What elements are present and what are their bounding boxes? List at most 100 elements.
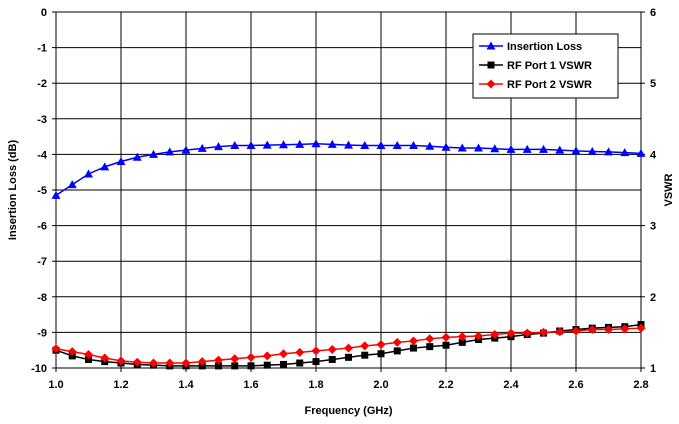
- data-point-rf-port-1-vswr: [377, 350, 385, 358]
- y-tick-label: -7: [37, 256, 47, 268]
- x-tick-label: 2.8: [633, 379, 648, 391]
- y-tick-label: -6: [37, 221, 47, 233]
- y2-tick-label: 5: [650, 78, 656, 90]
- data-point-rf-port-1-vswr: [312, 358, 320, 366]
- data-point-rf-port-2-vswr: [441, 332, 451, 342]
- data-point-insertion-loss: [311, 139, 321, 148]
- legend-label: RF Port 1 VSWR: [507, 60, 592, 72]
- data-point-rf-port-2-vswr: [197, 357, 207, 367]
- data-point-insertion-loss: [295, 139, 305, 148]
- data-point-rf-port-2-vswr: [67, 347, 77, 357]
- data-point-rf-port-2-vswr: [555, 327, 565, 337]
- data-point-insertion-loss: [84, 169, 93, 178]
- data-point-rf-port-2-vswr: [409, 336, 418, 346]
- legend-item: Insertion Loss: [479, 41, 582, 53]
- data-point-rf-port-1-vswr: [442, 341, 450, 349]
- legend: Insertion Loss RF Port 1 VSWR RF Port 2 VS…: [472, 33, 619, 99]
- legend-label: RF Port 2 VSWR: [507, 79, 592, 91]
- y-tick-label: -10: [31, 363, 47, 375]
- data-point-rf-port-1-vswr: [231, 362, 239, 370]
- data-point-rf-port-2-vswr: [311, 346, 321, 356]
- data-point-rf-port-1-vswr: [85, 355, 92, 363]
- data-point-rf-port-2-vswr: [620, 324, 630, 334]
- series-layer: [51, 139, 646, 370]
- data-point-insertion-loss: [197, 143, 207, 152]
- x-axis-title: Frequency (GHz): [304, 405, 392, 417]
- y2-tick-label: 4: [650, 149, 657, 161]
- data-point-rf-port-1-vswr: [361, 351, 369, 359]
- data-point-insertion-loss: [214, 142, 223, 151]
- data-point-rf-port-2-vswr: [262, 351, 272, 361]
- data-point-insertion-loss: [230, 141, 240, 149]
- data-point-insertion-loss: [67, 180, 77, 189]
- data-point-rf-port-2-vswr: [539, 327, 548, 337]
- x-tick-label: 2.6: [568, 379, 583, 391]
- data-point-rf-port-2-vswr: [376, 340, 386, 350]
- data-point-insertion-loss: [409, 141, 418, 149]
- series-rf-port-2-vswr: [51, 323, 646, 368]
- data-point-rf-port-2-vswr: [474, 331, 483, 341]
- data-point-insertion-loss: [51, 190, 61, 199]
- data-point-rf-port-2-vswr: [587, 325, 597, 335]
- y-tick-label: -9: [37, 327, 47, 339]
- data-point-rf-port-2-vswr: [522, 328, 532, 338]
- data-point-rf-port-1-vswr: [426, 343, 434, 351]
- x-tick-labels: 1.0 1.2 1.4 1.6 1.8 2.0 2.2 2.4 2.6 2.8: [48, 379, 648, 391]
- data-point-insertion-loss: [116, 157, 126, 166]
- data-point-rf-port-1-vswr: [263, 361, 271, 369]
- data-point-rf-port-2-vswr: [165, 358, 175, 368]
- data-point-rf-port-1-vswr: [393, 347, 401, 355]
- legend-item: RF Port 2 VSWR: [479, 79, 592, 91]
- data-point-rf-port-2-vswr: [490, 330, 500, 340]
- data-point-insertion-loss: [620, 148, 630, 157]
- y2-tick-label: 2: [650, 292, 656, 304]
- x-tick-label: 1.4: [178, 379, 194, 391]
- y-tick-label: -5: [37, 185, 47, 197]
- data-point-rf-port-1-vswr: [345, 353, 352, 361]
- data-point-rf-port-1-vswr: [280, 360, 287, 368]
- y2-tick-labels: 6 5 4 3 2 1: [650, 7, 657, 375]
- y-tick-label: -8: [37, 292, 47, 304]
- series-line-insertion-loss: [55, 142, 642, 196]
- data-point-rf-port-2-vswr: [181, 358, 191, 368]
- data-point-insertion-loss: [344, 140, 353, 149]
- data-point-rf-port-1-vswr: [328, 355, 336, 363]
- data-point-rf-port-2-vswr: [344, 343, 353, 353]
- data-point-insertion-loss: [539, 144, 548, 153]
- data-point-insertion-loss: [279, 140, 288, 149]
- data-point-rf-port-2-vswr: [214, 355, 223, 365]
- data-point-rf-port-2-vswr: [230, 354, 240, 364]
- y-tick-label: 0: [41, 7, 47, 19]
- data-point-rf-port-2-vswr: [100, 353, 110, 363]
- series-insertion-loss: [51, 139, 646, 199]
- grid-lines: [56, 12, 641, 368]
- y2-tick-label: 3: [650, 221, 656, 233]
- data-point-rf-port-1-vswr: [247, 362, 255, 370]
- x-tick-label: 2.4: [503, 379, 519, 391]
- tick-marks: [52, 11, 645, 372]
- data-point-insertion-loss: [246, 141, 256, 149]
- data-point-insertion-loss: [181, 145, 191, 154]
- data-point-insertion-loss: [327, 139, 337, 148]
- legend-marker: [487, 61, 495, 69]
- data-point-insertion-loss: [392, 141, 402, 149]
- data-point-rf-port-2-vswr: [636, 323, 646, 333]
- data-point-rf-port-2-vswr: [116, 356, 126, 366]
- data-point-rf-port-2-vswr: [279, 349, 288, 359]
- data-point-rf-port-2-vswr: [571, 326, 581, 336]
- y-tick-label: -3: [37, 114, 47, 126]
- x-tick-label: 1.6: [243, 379, 258, 391]
- data-point-rf-port-2-vswr: [457, 332, 467, 342]
- y2-tick-label: 6: [650, 7, 656, 19]
- y-tick-label: -1: [37, 43, 47, 55]
- x-tick-label: 1.0: [48, 379, 63, 391]
- data-point-insertion-loss: [506, 144, 516, 153]
- legend-marker: [486, 79, 496, 89]
- y-axis-title: Insertion Loss (dB): [7, 140, 19, 241]
- data-point-rf-port-2-vswr: [132, 357, 142, 367]
- y2-tick-label: 1: [650, 363, 656, 375]
- data-point-rf-port-2-vswr: [360, 341, 370, 351]
- data-point-rf-port-2-vswr: [392, 337, 402, 347]
- data-point-insertion-loss: [425, 141, 435, 150]
